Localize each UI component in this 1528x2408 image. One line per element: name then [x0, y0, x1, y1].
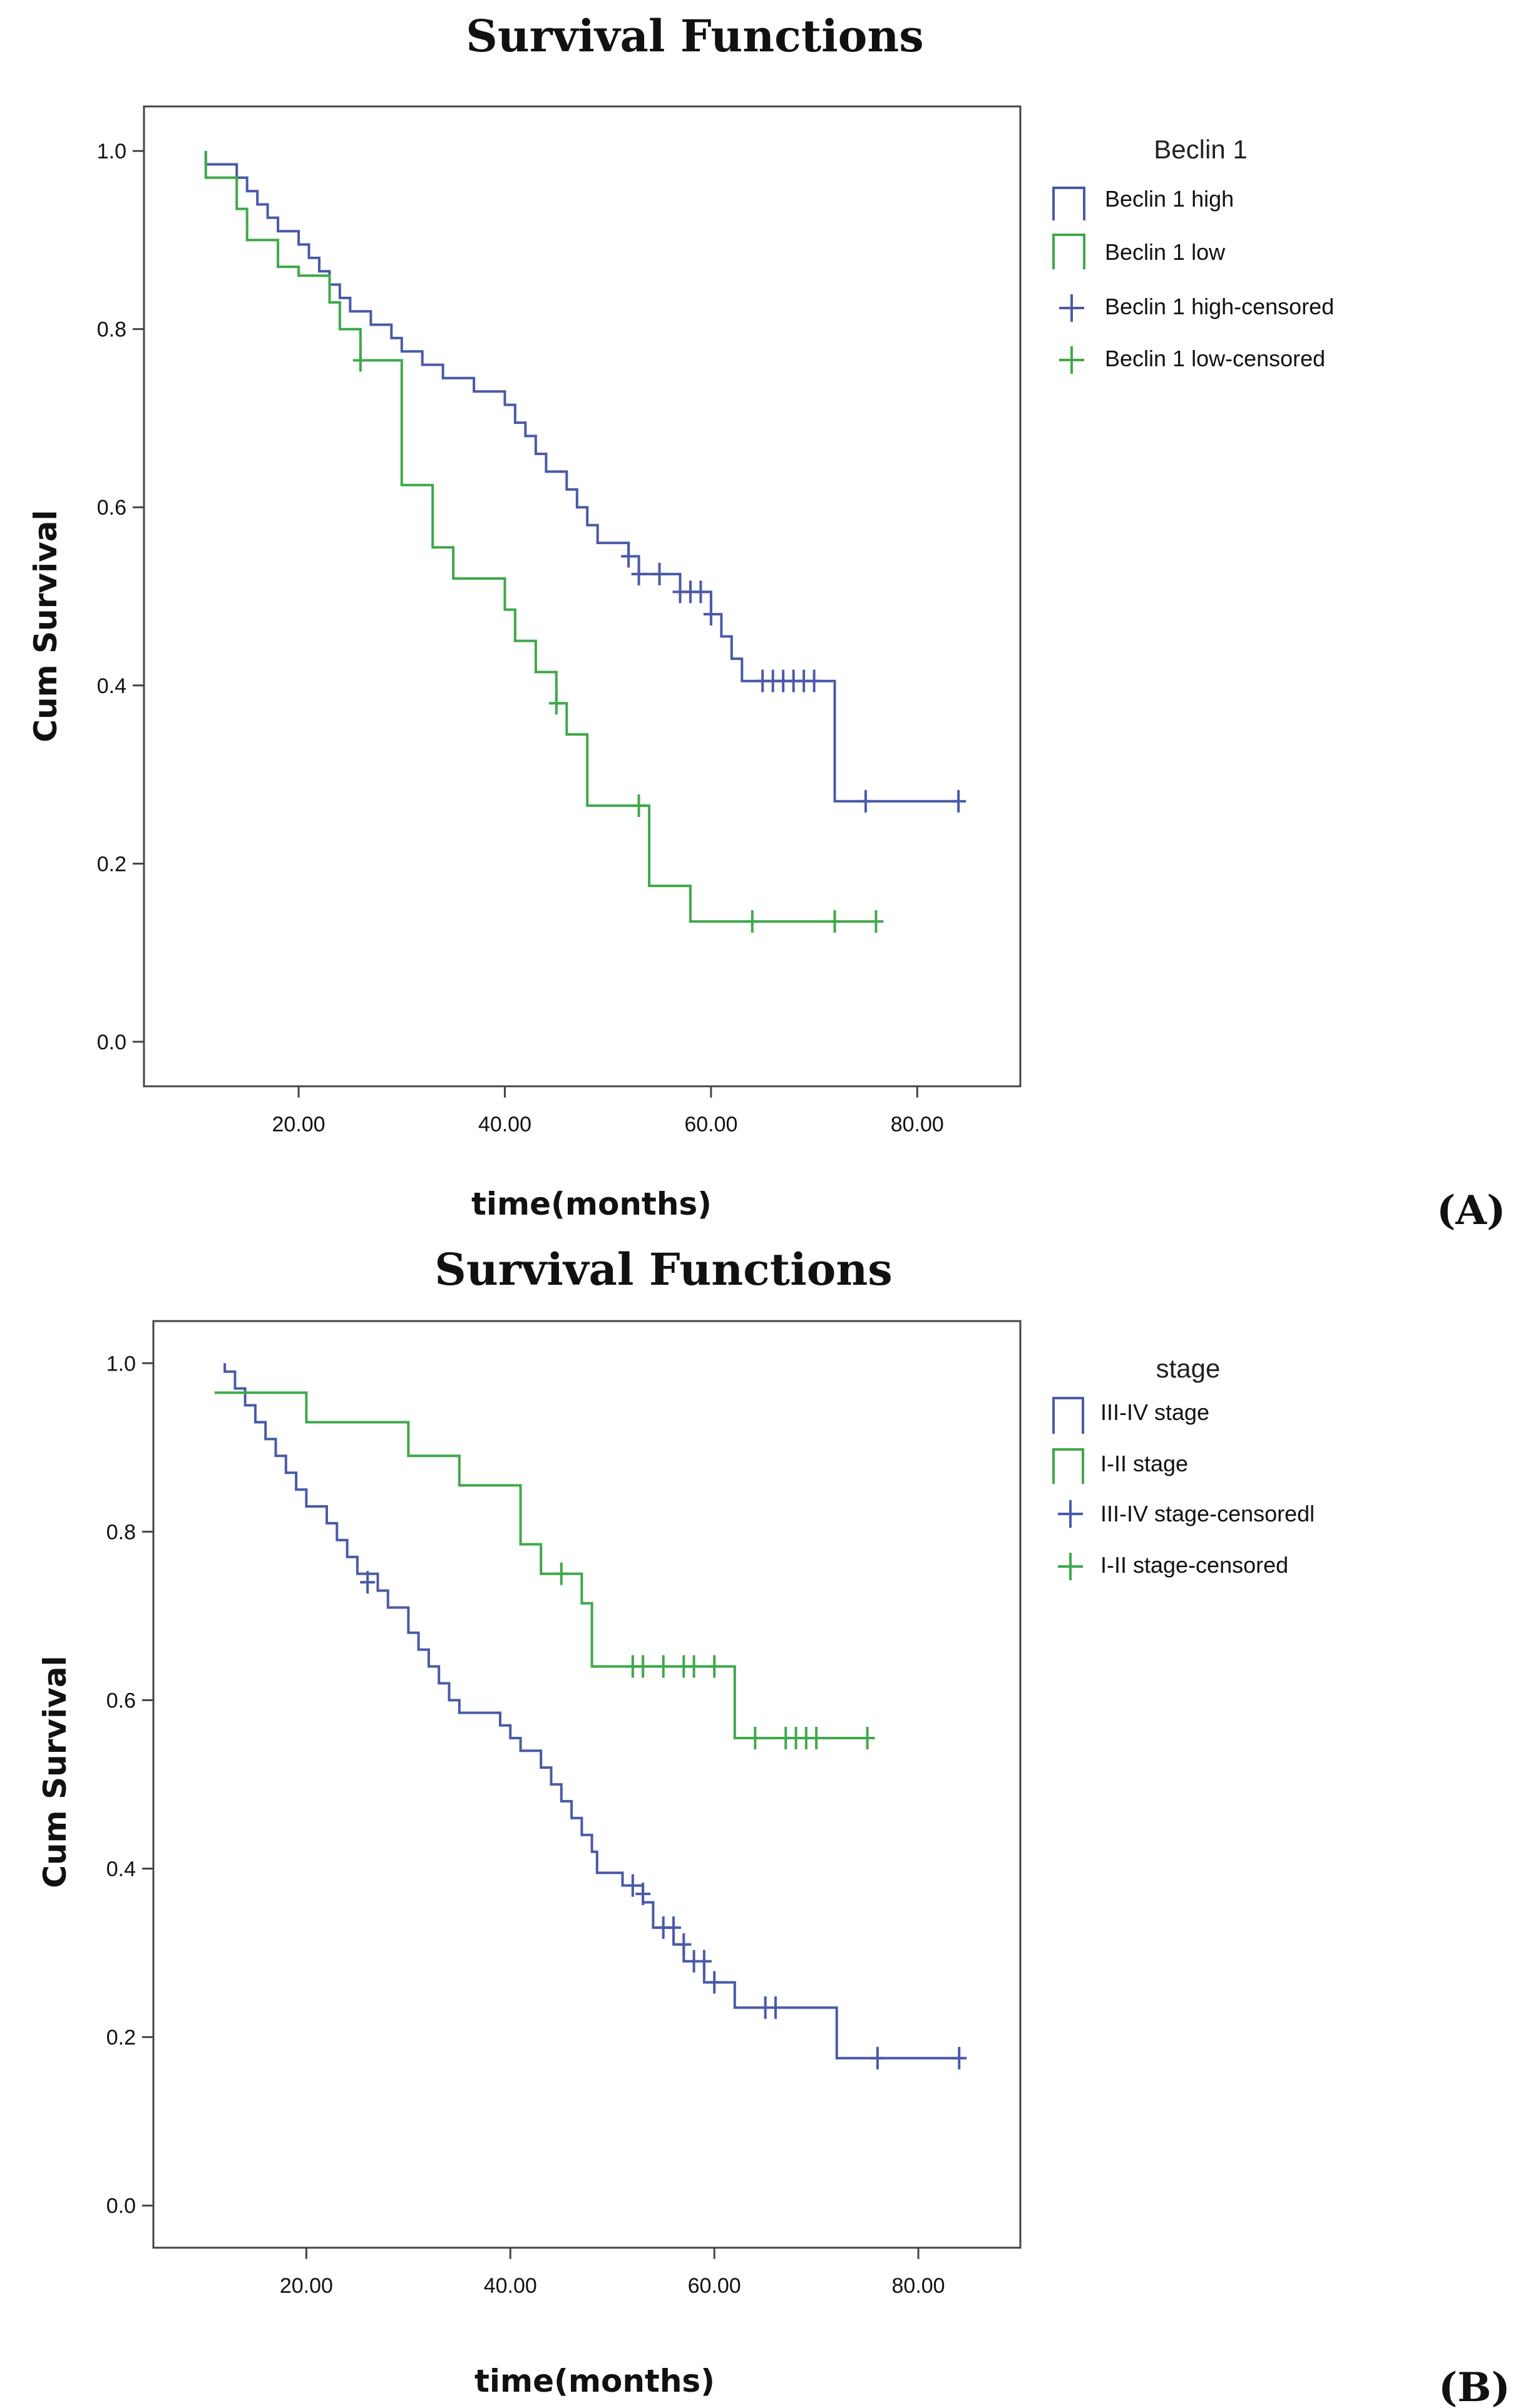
legend-censor-swatch-green [1058, 1553, 1083, 1580]
censor-mark-beclin-1-low [352, 349, 368, 372]
legend-censor-swatch-blue [1058, 1500, 1083, 1528]
panel-a: Survival Functions Cum Survival time(mon… [28, 10, 1505, 1234]
y-tick-label: 0.0 [106, 2194, 136, 2218]
legend-step-swatch-green [1052, 234, 1085, 269]
censor-mark-beclin-1-low [631, 794, 647, 817]
y-tick-label: 0.0 [97, 1031, 126, 1054]
legend-censor-swatch-blue [1059, 294, 1084, 322]
x-tick-label: 60.00 [688, 2274, 741, 2298]
y-tick-label: 0.2 [97, 852, 126, 876]
censor-mark-beclin-1-high [858, 790, 873, 813]
censor-mark-i-ii-stage [809, 1727, 824, 1749]
panel-a-y-axis-label: Cum Survival [28, 510, 64, 742]
y-tick-label: 0.4 [106, 1858, 136, 1881]
legend-title: Beclin 1 [1154, 135, 1247, 164]
panel-b-x-axis-label: time(months) [474, 2363, 715, 2399]
x-tick-label: 60.00 [684, 1113, 737, 1136]
panel-a-legend: Beclin 1 Beclin 1 high Beclin 1 low Becl… [1052, 135, 1334, 374]
censor-mark-iii-iv-stage [767, 1996, 783, 2019]
legend-step-swatch-blue [1052, 187, 1085, 220]
y-tick-label: 1.0 [106, 1352, 136, 1376]
x-tick-label: 20.00 [280, 2274, 333, 2298]
y-tick-label: 0.8 [97, 318, 126, 342]
legend-entry: I-II stage [1100, 1451, 1188, 1476]
survival-curve-beclin-1-low [204, 151, 876, 923]
panel-b-series [214, 1363, 967, 2070]
censor-mark-iii-iv-stage [666, 1916, 681, 1939]
censor-mark-iii-iv-stage [676, 1933, 692, 1956]
censor-mark-iii-iv-stage [707, 1971, 722, 1994]
x-tick-label: 80.00 [892, 2274, 945, 2298]
censor-mark-beclin-1-high [631, 562, 647, 585]
panel-b-legend: stage III-IV stage I-II stage III-IV sta… [1052, 1354, 1315, 1580]
legend-entry: Beclin 1 high [1105, 186, 1234, 212]
legend-title: stage [1156, 1354, 1221, 1383]
censor-mark-iii-iv-stage [696, 1950, 712, 1973]
x-tick-label: 40.00 [484, 2274, 537, 2298]
censor-mark-beclin-1-high [693, 580, 709, 604]
y-tick-label: 0.6 [106, 1689, 136, 1712]
legend-entry: Beclin 1 low [1105, 239, 1226, 265]
panel-a-label: (A) [1437, 1187, 1505, 1234]
x-tick-label: 20.00 [272, 1113, 326, 1136]
y-tick-label: 1.0 [97, 140, 126, 163]
censor-mark-beclin-1-low [827, 910, 843, 933]
panel-a-title: Survival Functions [466, 10, 923, 62]
legend-entry: Beclin 1 high-censored [1105, 294, 1334, 319]
censor-mark-beclin-1-low [744, 910, 760, 933]
censor-mark-iii-iv-stage [625, 1874, 640, 1897]
panel-a-plot-frame [143, 105, 1022, 1088]
censor-mark-iii-iv-stage [635, 1882, 651, 1905]
legend-entry: III-IV stage-censoredl [1100, 1501, 1315, 1526]
y-tick-label: 0.8 [106, 1520, 136, 1544]
censor-mark-i-ii-stage [553, 1562, 569, 1585]
censor-mark-beclin-1-low [548, 692, 564, 715]
legend-step-swatch-green [1052, 1448, 1084, 1484]
censor-mark-iii-iv-stage [360, 1571, 376, 1594]
panel-a-y-ticks: 0.0 0.2 0.4 0.6 0.8 1.0 [97, 140, 144, 1054]
legend-entry: Beclin 1 low-censored [1105, 346, 1325, 371]
censor-mark-i-ii-stage [747, 1727, 763, 1749]
panel-b-y-axis-label: Cum Survival [37, 1655, 73, 1888]
censor-mark-i-ii-stage [635, 1655, 651, 1678]
y-tick-label: 0.2 [106, 2026, 136, 2050]
censor-mark-beclin-1-high [652, 562, 667, 585]
censor-mark-iii-iv-stage [869, 2047, 885, 2070]
censor-mark-beclin-1-high [621, 545, 637, 568]
legend-censor-swatch-green [1059, 346, 1084, 374]
censor-mark-iii-iv-stage [951, 2047, 967, 2070]
censor-mark-i-ii-stage [686, 1655, 702, 1678]
survival-curve-i-ii-stage [214, 1391, 868, 1739]
x-tick-label: 40.00 [478, 1113, 531, 1136]
legend-entry: III-IV stage [1100, 1399, 1209, 1425]
survival-curve-beclin-1-high [204, 151, 959, 803]
y-tick-label: 0.6 [97, 496, 126, 520]
panel-a-x-axis-label: time(months) [471, 1186, 712, 1222]
censor-mark-beclin-1-high [703, 602, 719, 625]
panel-b-y-ticks: 0.0 0.2 0.4 0.6 0.8 1.0 [106, 1352, 153, 2218]
panel-b-x-ticks: 20.00 40.00 60.00 80.00 [280, 2248, 945, 2298]
censor-mark-i-ii-stage [655, 1655, 671, 1678]
legend-entry: I-II stage-censored [1100, 1552, 1288, 1578]
panel-b-plot-frame [152, 1320, 1022, 2249]
censor-mark-i-ii-stage [859, 1727, 875, 1749]
censor-mark-beclin-1-low [868, 910, 884, 933]
censor-mark-beclin-1-high [806, 669, 822, 692]
legend-step-swatch-blue [1052, 1397, 1084, 1434]
y-tick-label: 0.4 [97, 674, 126, 698]
panel-b: Survival Functions Cum Survival time(mon… [37, 1243, 1510, 2408]
panel-a-x-ticks: 20.00 40.00 60.00 80.00 [272, 1086, 944, 1136]
panel-b-title: Survival Functions [434, 1243, 892, 1295]
panel-b-label: (B) [1438, 2364, 1510, 2408]
panel-a-series [204, 151, 967, 933]
censor-mark-beclin-1-high [951, 790, 967, 813]
censor-mark-i-ii-stage [707, 1655, 722, 1678]
x-tick-label: 80.00 [891, 1113, 944, 1136]
